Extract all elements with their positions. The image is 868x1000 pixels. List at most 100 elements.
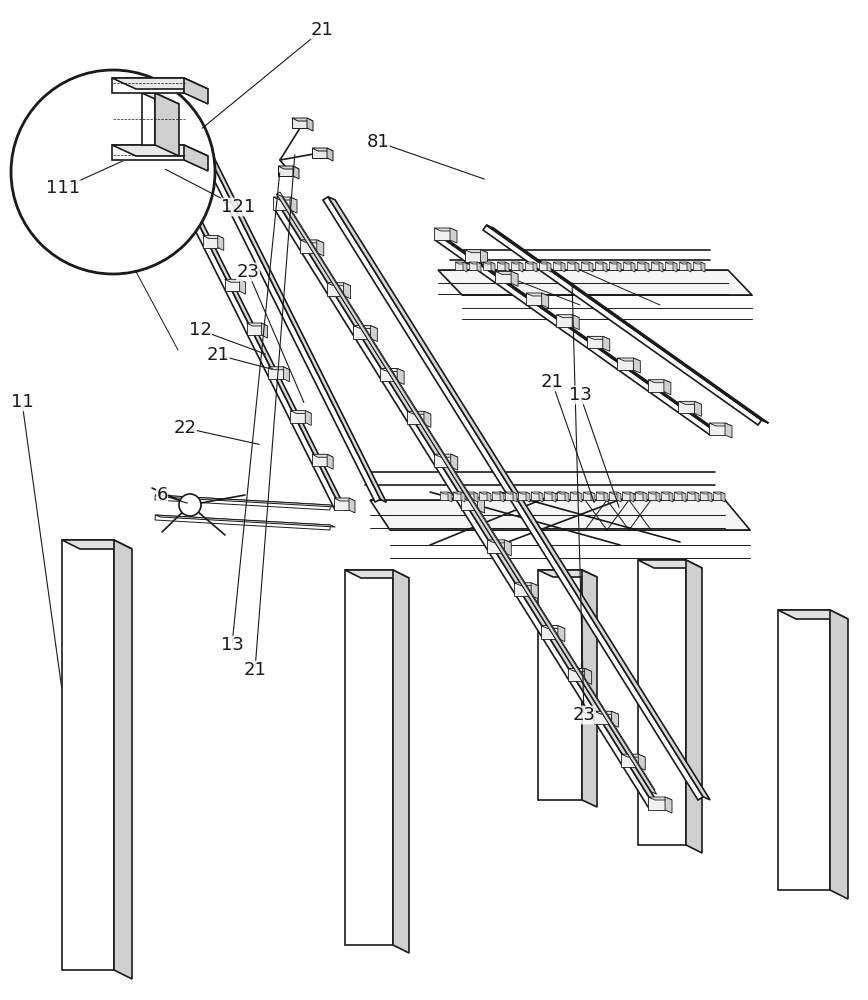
Polygon shape	[155, 93, 179, 156]
Polygon shape	[544, 492, 556, 494]
Polygon shape	[679, 262, 687, 270]
Polygon shape	[112, 78, 184, 93]
Polygon shape	[596, 492, 604, 500]
Polygon shape	[344, 283, 351, 299]
Polygon shape	[603, 262, 607, 272]
Text: 6: 6	[156, 486, 168, 504]
Polygon shape	[656, 492, 660, 502]
Polygon shape	[293, 166, 299, 179]
Polygon shape	[567, 262, 579, 264]
Polygon shape	[464, 250, 488, 253]
Polygon shape	[505, 492, 513, 500]
Polygon shape	[440, 492, 448, 500]
Polygon shape	[326, 283, 351, 286]
Text: 21: 21	[311, 21, 333, 39]
Polygon shape	[203, 235, 218, 247]
Polygon shape	[695, 492, 699, 502]
Polygon shape	[466, 492, 478, 494]
Polygon shape	[200, 149, 380, 502]
Polygon shape	[505, 262, 509, 272]
Polygon shape	[701, 262, 705, 272]
Polygon shape	[648, 380, 664, 392]
Polygon shape	[661, 492, 673, 494]
Polygon shape	[206, 149, 386, 502]
Polygon shape	[648, 492, 656, 500]
Polygon shape	[203, 235, 224, 238]
Polygon shape	[334, 498, 349, 510]
Polygon shape	[531, 583, 538, 599]
Polygon shape	[611, 711, 618, 727]
Polygon shape	[565, 492, 569, 502]
Polygon shape	[544, 492, 552, 500]
Polygon shape	[595, 711, 611, 724]
Polygon shape	[491, 262, 495, 272]
Polygon shape	[407, 411, 424, 424]
Polygon shape	[539, 262, 551, 264]
Text: 21: 21	[244, 661, 266, 679]
Polygon shape	[617, 492, 621, 502]
Polygon shape	[174, 148, 180, 163]
Polygon shape	[638, 560, 686, 845]
Polygon shape	[570, 492, 582, 494]
Polygon shape	[155, 515, 331, 530]
Polygon shape	[661, 492, 669, 500]
Polygon shape	[159, 148, 174, 160]
Polygon shape	[261, 323, 267, 338]
Polygon shape	[694, 401, 701, 416]
Polygon shape	[345, 570, 393, 945]
Polygon shape	[558, 626, 565, 642]
Polygon shape	[307, 118, 313, 131]
Polygon shape	[700, 492, 712, 494]
Polygon shape	[438, 270, 752, 295]
Polygon shape	[634, 358, 641, 373]
Polygon shape	[380, 368, 398, 381]
Polygon shape	[518, 492, 526, 500]
Polygon shape	[700, 492, 708, 500]
Polygon shape	[623, 262, 635, 264]
Polygon shape	[469, 262, 481, 264]
Polygon shape	[424, 411, 431, 427]
Text: 21: 21	[207, 346, 229, 364]
Polygon shape	[511, 271, 518, 286]
Polygon shape	[450, 228, 457, 243]
Polygon shape	[635, 492, 647, 494]
Polygon shape	[398, 368, 404, 384]
Polygon shape	[486, 225, 768, 423]
Polygon shape	[434, 228, 450, 240]
Polygon shape	[312, 454, 333, 457]
Polygon shape	[299, 240, 324, 243]
Polygon shape	[292, 118, 307, 128]
Text: 23: 23	[573, 706, 595, 724]
Polygon shape	[541, 626, 565, 629]
Polygon shape	[830, 610, 848, 899]
Polygon shape	[617, 358, 634, 370]
Circle shape	[11, 70, 215, 274]
Polygon shape	[497, 262, 505, 270]
Polygon shape	[290, 197, 297, 213]
Polygon shape	[651, 262, 663, 264]
Polygon shape	[587, 336, 602, 348]
Polygon shape	[686, 560, 702, 853]
Polygon shape	[575, 262, 579, 272]
Polygon shape	[323, 197, 703, 800]
Text: 81: 81	[366, 133, 390, 151]
Polygon shape	[514, 583, 531, 596]
Polygon shape	[466, 492, 474, 500]
Polygon shape	[511, 262, 519, 270]
Polygon shape	[578, 492, 582, 502]
Polygon shape	[708, 492, 712, 502]
Polygon shape	[62, 540, 132, 549]
Polygon shape	[487, 540, 511, 543]
Polygon shape	[570, 492, 578, 500]
Polygon shape	[277, 194, 656, 794]
Polygon shape	[561, 262, 565, 272]
Polygon shape	[531, 492, 543, 494]
Polygon shape	[483, 262, 495, 264]
Polygon shape	[547, 262, 551, 272]
Polygon shape	[247, 323, 267, 326]
Polygon shape	[453, 492, 461, 500]
Polygon shape	[518, 492, 530, 494]
Polygon shape	[353, 326, 371, 339]
Polygon shape	[635, 492, 643, 500]
Polygon shape	[557, 492, 569, 494]
